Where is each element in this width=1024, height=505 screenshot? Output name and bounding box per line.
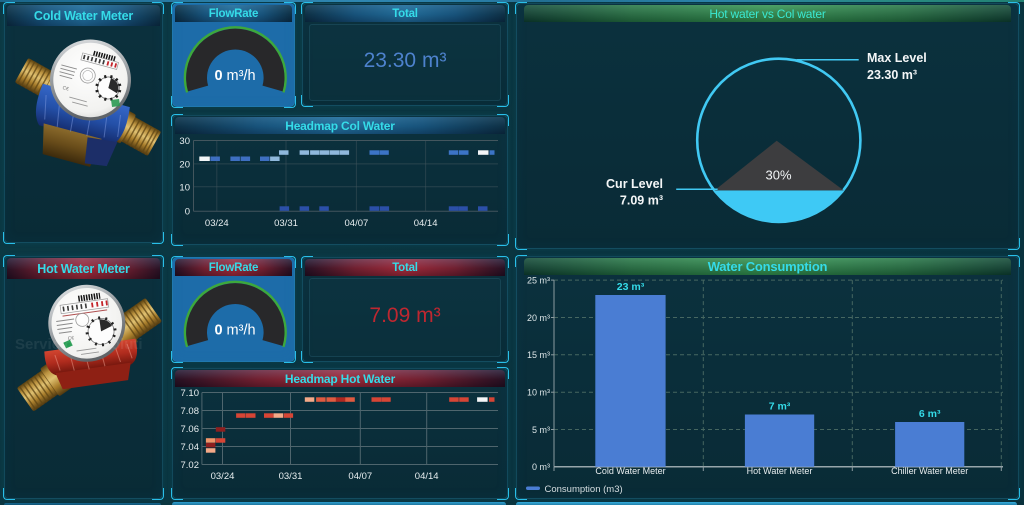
svg-text:03/31: 03/31 (274, 218, 298, 229)
svg-text:6 m³: 6 m³ (919, 408, 941, 420)
svg-text:15 m³: 15 m³ (527, 350, 550, 360)
svg-text:04/14: 04/14 (415, 471, 439, 482)
svg-text:10 m³: 10 m³ (527, 388, 550, 398)
svg-text:30: 30 (179, 136, 190, 147)
svg-text:04/07: 04/07 (345, 218, 369, 229)
svg-text:7.04: 7.04 (181, 442, 200, 453)
svg-text:7.02: 7.02 (181, 460, 200, 471)
svg-text:04/07: 04/07 (348, 471, 372, 482)
svg-text:25 m³: 25 m³ (527, 276, 550, 286)
svg-text:Consumption (m3): Consumption (m3) (545, 484, 623, 495)
svg-text:0 m³: 0 m³ (532, 462, 550, 472)
svg-text:5 m³: 5 m³ (532, 425, 550, 435)
svg-text:30%: 30% (765, 167, 791, 182)
svg-text:0: 0 (185, 207, 190, 218)
svg-text:03/24: 03/24 (205, 218, 229, 229)
svg-text:7.10: 7.10 (181, 388, 200, 399)
svg-text:20: 20 (179, 159, 190, 170)
svg-text:04/14: 04/14 (414, 218, 438, 229)
svg-text:03/31: 03/31 (279, 471, 303, 482)
svg-text:7.06: 7.06 (181, 424, 200, 435)
svg-text:Max Level: Max Level (867, 51, 927, 65)
svg-text:7 m³: 7 m³ (769, 401, 791, 413)
svg-text:23 m³: 23 m³ (617, 281, 645, 293)
svg-text:Cold Water Meter: Cold Water Meter (595, 466, 665, 476)
svg-text:C€: C€ (67, 335, 74, 342)
svg-text:C€: C€ (62, 85, 70, 93)
svg-text:Servicios & Soluti: Servicios & Soluti (15, 336, 143, 353)
svg-text:23.30 m³: 23.30 m³ (867, 68, 917, 82)
svg-text:7.08: 7.08 (181, 406, 200, 417)
svg-text:0 m³/h: 0 m³/h (214, 68, 255, 84)
svg-text:Hot Water Meter: Hot Water Meter (747, 466, 813, 476)
svg-text:Cur Level: Cur Level (606, 177, 663, 191)
svg-text:10: 10 (179, 182, 190, 193)
svg-text:20 m³: 20 m³ (527, 313, 550, 323)
svg-text:0 m³/h: 0 m³/h (214, 323, 255, 339)
svg-text:Chiller Water Meter: Chiller Water Meter (891, 466, 968, 476)
svg-text:03/24: 03/24 (211, 471, 235, 482)
svg-text:7.09 m³: 7.09 m³ (620, 193, 663, 207)
